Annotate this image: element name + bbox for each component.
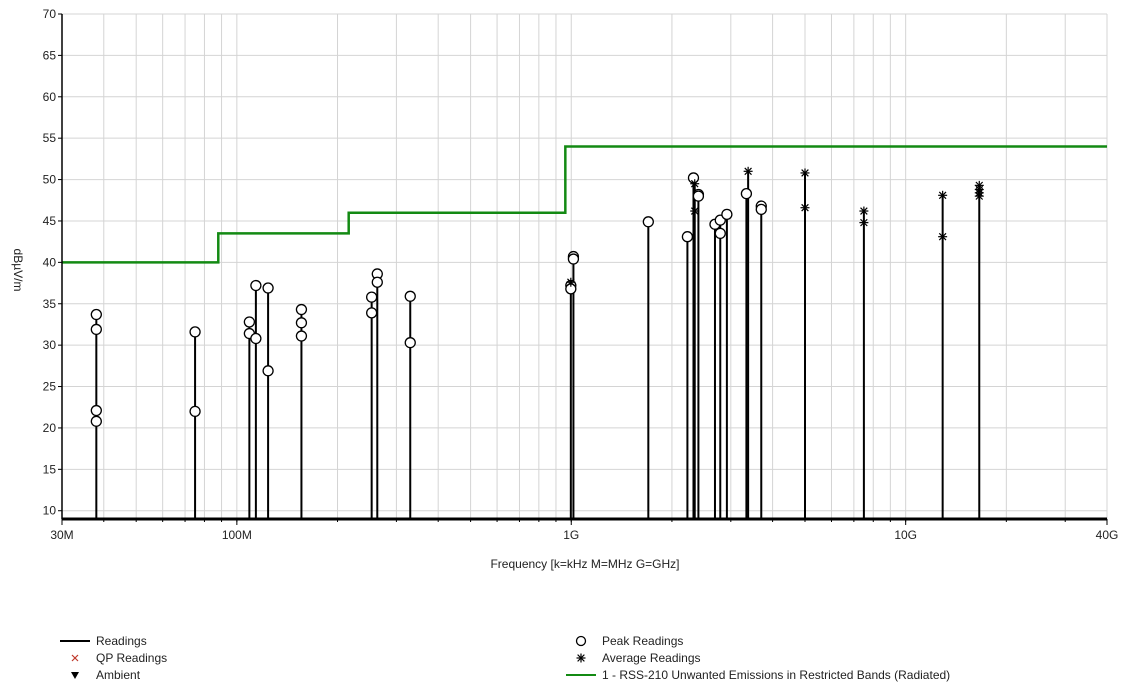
peak-reading-point (90, 323, 102, 336)
peak-reading-point (295, 330, 308, 342)
y-tick-label: 35 (43, 297, 57, 311)
peak-reading-point (250, 279, 262, 292)
peak-reading-point (366, 307, 378, 319)
legend: Readings QP Readings Ambient Peak Readings A… (60, 634, 950, 682)
average-reading-point (690, 206, 700, 216)
y-tick-label: 40 (43, 255, 57, 269)
peak-reading-point (90, 415, 102, 427)
axes (58, 13, 1108, 525)
average-reading-point (690, 179, 700, 189)
legend-label: Readings (96, 634, 147, 648)
average-reading-point (859, 206, 869, 216)
x-tick-label: 1G (563, 528, 579, 542)
limit-line (62, 145, 1107, 264)
legend-item-readings: Readings (60, 634, 147, 648)
legend-peak-swatch (575, 635, 587, 647)
average-reading-point (800, 168, 810, 178)
peak-reading-point (755, 203, 767, 216)
x-tick-label: 30M (50, 528, 73, 542)
peak-reading-point (404, 290, 416, 302)
x-tick-label: 10G (894, 528, 917, 542)
legend-item-qp: QP Readings (71, 651, 167, 665)
average-reading-point (938, 232, 948, 242)
average-reading-point (566, 277, 576, 287)
y-tick-label: 30 (43, 338, 57, 352)
peak-reading-point (740, 187, 753, 200)
legend-item-peak: Peak Readings (575, 634, 683, 648)
legend-label: 1 - RSS-210 Unwanted Emissions in Restri… (602, 668, 950, 682)
peak-reading-point (262, 282, 274, 294)
peak-reading-point (714, 227, 726, 240)
peak-reading-point (404, 337, 416, 349)
peak-reading-point (189, 405, 201, 418)
legend-label: Ambient (96, 668, 141, 682)
peak-reading-point (681, 231, 694, 243)
legend-qp-swatch (71, 654, 79, 662)
peak-reading-point (90, 404, 102, 417)
legend-item-average: Average Readings (576, 651, 701, 665)
legend-average-swatch (576, 653, 586, 663)
peak-reading-point (366, 291, 378, 303)
peak-reading-point (250, 332, 262, 345)
limit-line-group (62, 145, 1107, 264)
markers-group (90, 166, 984, 427)
x-tick-label: 100M (222, 528, 252, 542)
y-tick-label: 45 (43, 214, 57, 228)
legend-label: Peak Readings (602, 634, 683, 648)
peak-reading-point (295, 303, 308, 316)
peak-reading-point (567, 253, 580, 265)
y-tick-label: 60 (43, 90, 57, 104)
readings-group (95, 171, 981, 519)
y-tick-label: 55 (43, 131, 57, 145)
legend-label: QP Readings (96, 651, 167, 665)
y-tick-label: 20 (43, 421, 57, 435)
y-tick-label: 15 (43, 462, 57, 476)
legend-label: Average Readings (602, 651, 701, 665)
average-reading-point (743, 166, 753, 176)
peak-reading-point (295, 317, 308, 329)
y-tick-label: 10 (43, 504, 57, 518)
y-tick-label: 50 (43, 173, 57, 187)
average-reading-point (974, 191, 984, 201)
y-tick-label: 70 (43, 7, 57, 21)
legend-item-limit: 1 - RSS-210 Unwanted Emissions in Restri… (566, 668, 950, 682)
peak-reading-point (721, 208, 733, 220)
tick-labels: 10 15 20 25 30 35 40 45 50 55 60 65 70 30M 100M 1G 10G 40… (43, 7, 1119, 542)
x-tick-label: 40G (1096, 528, 1119, 542)
y-axis-label: dBµV/m (11, 249, 25, 292)
legend-item-ambient: Ambient (71, 668, 141, 682)
x-axis-label: Frequency [k=kHz M=MHz G=GHz] (490, 557, 679, 571)
average-reading-point (859, 218, 869, 228)
peak-reading-point (262, 365, 274, 377)
y-tick-label: 65 (43, 48, 57, 62)
peak-reading-point (90, 308, 102, 321)
peak-reading-point (371, 276, 383, 288)
y-tick-label: 25 (43, 380, 57, 394)
peak-reading-point (243, 316, 256, 328)
average-reading-point (800, 203, 810, 213)
legend-ambient-swatch (71, 672, 79, 679)
peak-reading-point (692, 190, 705, 202)
peak-reading-point (642, 216, 654, 228)
average-reading-point (938, 190, 948, 200)
peak-reading-point (189, 326, 201, 338)
